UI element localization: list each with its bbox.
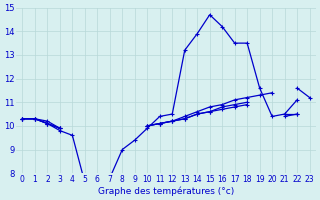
X-axis label: Graphe des températures (°c): Graphe des températures (°c) (98, 186, 234, 196)
